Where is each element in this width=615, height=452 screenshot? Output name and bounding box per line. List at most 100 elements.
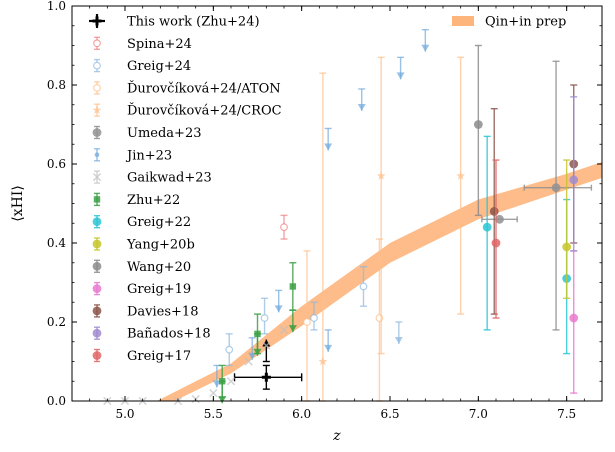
series-spina-24 xyxy=(280,214,288,240)
legend-marker-davies-18 xyxy=(92,306,102,316)
series-greig-17 xyxy=(491,159,501,319)
model-band-qin-in-prep xyxy=(156,162,603,401)
legend-label-zhu-22: Zhu+22 xyxy=(127,193,180,208)
legend-marker-umeda-23 xyxy=(92,128,102,137)
data-point-gaikwad-23-8 xyxy=(262,341,271,350)
legend-label-gaikwad-23: Gaikwad+23 xyxy=(127,171,212,186)
legend-label-spina-24: Spina+24 xyxy=(127,37,192,52)
series-jin-23 xyxy=(212,29,430,388)
limit-arrow-jin-23-4-head xyxy=(324,143,333,151)
x-tick-label-6.5: 6.5 xyxy=(380,407,399,421)
y-tick-label-1.0: 1.0 xyxy=(47,0,66,13)
series-zhu-22 xyxy=(218,262,297,404)
limit-arrow-jin-23-1-head xyxy=(248,352,257,360)
legend-marker-wang-20 xyxy=(92,261,102,271)
legend-item-jin-23: Jin+23 xyxy=(94,148,172,163)
legend-marker-durovcikova-24-croc xyxy=(92,105,102,114)
legend-item-gaikwad-23: Gaikwad+23 xyxy=(92,170,212,186)
legend-label-greig-17: Greig+17 xyxy=(127,349,191,364)
data-point-gaikwad-23-7 xyxy=(244,357,253,366)
limit-arrow-zhu-22-0-head xyxy=(218,396,227,404)
series-gaikwad-23 xyxy=(103,325,289,406)
data-point-zhu-22-0 xyxy=(218,378,226,385)
limit-arrow-jin-23-6-head xyxy=(396,72,405,80)
legend-label-yang-20b: Yang+20b xyxy=(126,238,195,253)
legend-item-greig-19: Greig+19 xyxy=(92,281,191,297)
legend-marker-greig-22 xyxy=(92,217,102,227)
data-point-gaikwad-23-5 xyxy=(209,388,218,398)
legend-marker-zhu-22 xyxy=(93,196,101,203)
legend-marker-durovcikova-24-aton xyxy=(93,83,101,92)
legend-item-durovcikova-24-croc: Ďurovčíková+24/CROC xyxy=(92,103,282,119)
data-point-this-work-zhu-24-0 xyxy=(261,372,271,382)
x-axis-label: z xyxy=(332,428,341,444)
x-tick-label-6.0: 6.0 xyxy=(292,407,311,421)
y-tick-label-0.2: 0.2 xyxy=(47,315,66,329)
legend-marker-yang-20b xyxy=(92,239,102,249)
data-point-greig-24-2 xyxy=(310,314,318,322)
legend-item-davies-18: Davies+18 xyxy=(92,304,198,319)
data-point-greig-22-0 xyxy=(482,222,492,232)
y-tick-label-0.6: 0.6 xyxy=(47,157,66,171)
data-point-durovcikova-24-croc-2 xyxy=(456,171,465,180)
legend-label-greig-22: Greig+22 xyxy=(127,215,191,230)
data-point-durovcikova-24-croc-1 xyxy=(376,171,386,180)
limit-arrow-jin-23-7-head xyxy=(421,44,430,52)
data-point-greig-24-0 xyxy=(225,345,234,354)
legend-item-wang-20: Wang+20 xyxy=(92,259,191,275)
legend-marker-banados-18 xyxy=(92,328,102,338)
legend-marker-greig-19 xyxy=(92,284,102,293)
data-point-greig-19-0 xyxy=(569,313,579,323)
series-durovcikova-24-croc xyxy=(318,56,465,402)
limit-arrow-jin-23-5-head xyxy=(357,103,366,111)
legend-item-banados-18: Bañados+18 xyxy=(92,326,211,342)
data-point-umeda-23-1 xyxy=(551,183,561,193)
data-point-davies-18-0 xyxy=(489,207,499,216)
x-tick-label-5.5: 5.5 xyxy=(204,407,223,421)
legend-marker-qin-in-prep xyxy=(452,16,474,26)
data-point-zhu-22-2 xyxy=(289,283,297,290)
legend-label-banados-18: Bañados+18 xyxy=(127,327,211,342)
data-point-gaikwad-23-6 xyxy=(226,377,236,386)
y-axis-label: ⟨xHI⟩ xyxy=(10,185,26,222)
legend-item-durovcikova-24-aton: Ďurovčíková+24/ATON xyxy=(93,80,281,96)
series-greig-24 xyxy=(225,266,403,367)
data-point-durovcikova-24-aton-0 xyxy=(303,318,311,326)
data-point-yang-20b-0 xyxy=(562,242,572,252)
legend-item-greig-22: Greig+22 xyxy=(92,214,191,230)
series-greig-19 xyxy=(569,250,579,394)
series-durovcikova-24-aton xyxy=(303,238,384,402)
data-point-umeda-23-0 xyxy=(495,214,504,224)
limit-arrow-jin-23-2-head xyxy=(274,305,283,313)
legend-label-durovcikova-24-croc: Ďurovčíková+24/CROC xyxy=(127,103,282,119)
legend-item-qin-in-prep: Qin+in prep xyxy=(452,15,566,30)
legend-label-greig-24: Greig+24 xyxy=(127,59,191,74)
legend-item-zhu-22: Zhu+22 xyxy=(93,192,180,208)
series-yang-20b xyxy=(562,159,572,299)
data-point-spina-24-0 xyxy=(280,223,288,232)
legend: This work (Zhu+24) Spina+24 Greig+24 Ďurovč… xyxy=(89,14,566,364)
axes: 5.0 5.5 6.0 6.5 7.0 7.5 0.0 0.2 0.4 0.6 0.8 1.0 xyxy=(47,0,603,421)
x-tick-label-7.5: 7.5 xyxy=(557,407,576,421)
data-point-zhu-22-1 xyxy=(254,330,261,338)
y-tick-label-0.4: 0.4 xyxy=(47,236,66,250)
legend-marker-spina-24 xyxy=(93,39,101,48)
data-points-layer xyxy=(103,29,593,406)
legend-marker-this-work-zhu-24 xyxy=(92,16,102,26)
legend-label-wang-20: Wang+20 xyxy=(127,260,191,275)
legend-marker-greig-24 xyxy=(93,61,101,70)
series-banados-18 xyxy=(569,96,579,252)
legend-item-spina-24: Spina+24 xyxy=(93,36,192,52)
model-band-layer xyxy=(156,162,603,401)
legend-label-this-work-zhu-24: This work (Zhu+24) xyxy=(127,15,260,30)
legend-marker-gaikwad-23 xyxy=(92,172,102,182)
data-point-greig-24-1 xyxy=(260,314,269,322)
x-tick-label-5.0: 5.0 xyxy=(115,407,134,421)
limit-arrow-jin-23-3-head xyxy=(324,344,333,352)
data-point-greig-24-3 xyxy=(359,282,368,291)
data-point-banados-18-0 xyxy=(569,175,579,185)
data-point-durovcikova-24-croc-0 xyxy=(318,356,328,366)
limit-arrow-zhu-22-2-head xyxy=(288,325,297,333)
x-tick-label-7.0: 7.0 xyxy=(469,407,488,421)
